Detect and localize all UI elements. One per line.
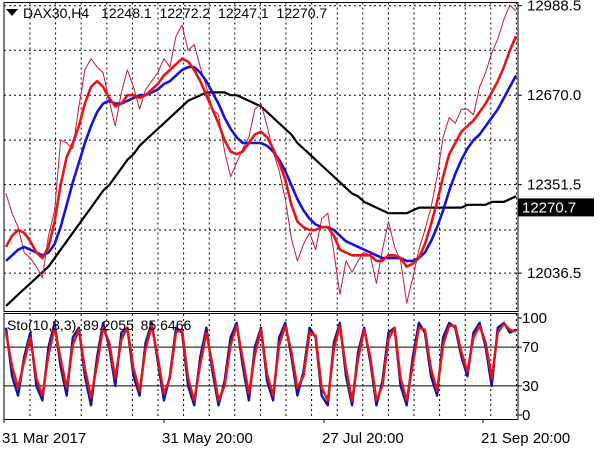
stoch-signal-line (4, 322, 517, 402)
x-tick-label: 31 May 20:00 (162, 430, 253, 447)
high-value: 12272.2 (160, 5, 211, 21)
stoch-label: Sto(10,3,3) (7, 317, 76, 333)
y-tick-label: 12670.0 (527, 87, 581, 104)
svg-text:DAX30,H4 12248.1 12272: DAX30,H4 12248.1 12272.2 12247.1 12270.7 (23, 5, 327, 21)
price-envelope-line (5, 4, 517, 304)
stoch-y-tick-label: 0 (522, 407, 530, 424)
stoch-y-tick-label: 70 (522, 339, 539, 356)
y-tick-label: 12351.5 (527, 177, 581, 194)
x-tick-label: 21 Sep 20:00 (481, 430, 570, 447)
price-layer (5, 4, 517, 304)
y-tick-label: 12988.5 (527, 0, 581, 15)
axis-layer: 12988.5 12670.0 12351.5 12036.5 100 70 30 0 31 M… (2, 0, 581, 447)
close-value: 12270.7 (277, 5, 328, 21)
symbol-timeframe: DAX30,H4 (23, 5, 89, 21)
collapse-triangle-icon[interactable] (6, 9, 18, 16)
y-tick-label: 12036.5 (527, 265, 581, 282)
ma-fast-layer (4, 35, 518, 268)
main-panel-frame (3, 2, 519, 312)
current-price-label: 12270.7 (522, 199, 576, 216)
ma-mid-line (5, 65, 518, 263)
grid-layer (4, 2, 518, 419)
low-value: 12247.1 (218, 5, 269, 21)
x-tick-label: 27 Jul 20:00 (322, 430, 404, 447)
stoch-value-signal: 85.6466 (141, 317, 192, 333)
stoch-layer (4, 321, 517, 407)
stoch-main-line (4, 321, 517, 407)
svg-text:Sto(10,3,3) 89.2055 85: Sto(10,3,3) 89.2055 85.6466 (7, 317, 191, 333)
current-price-box (518, 198, 594, 217)
stoch-y-tick-label: 100 (522, 310, 547, 327)
ma-fast-line (4, 35, 518, 268)
stoch-y-tick-label: 30 (522, 378, 539, 395)
x-tick-label: 31 Mar 2017 (2, 430, 86, 447)
stoch-value-main: 89.2055 (83, 317, 134, 333)
stoch-panel-frame (3, 313, 519, 420)
open-value: 12248.1 (101, 5, 152, 21)
